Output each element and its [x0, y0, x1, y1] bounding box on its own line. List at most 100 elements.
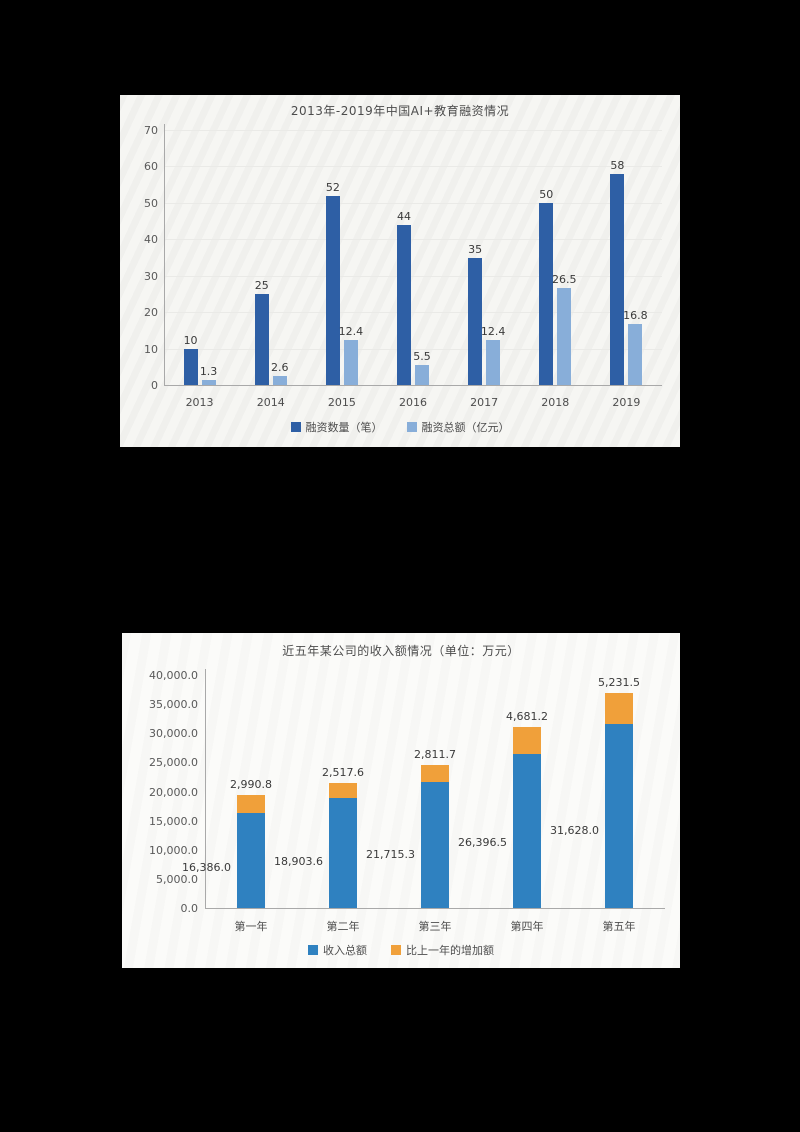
value-label: 16,386.0	[182, 860, 231, 874]
value-label: 2,517.6	[322, 766, 364, 780]
value-label: 21,715.3	[366, 847, 415, 861]
category-label: 2018	[541, 396, 570, 409]
y-tick-label: 20	[144, 306, 158, 320]
value-label: 10	[183, 333, 198, 347]
gridline	[164, 312, 662, 314]
value-label: 50	[539, 187, 554, 201]
y-tick-label: 50	[144, 196, 158, 210]
legend-swatch-revenue-total	[308, 945, 318, 955]
bar-第五年-increment	[605, 693, 633, 724]
bar-第二年-base	[329, 797, 357, 908]
legend-item-revenue-total: 收入总额	[308, 942, 367, 958]
value-label: 18,903.6	[274, 854, 323, 868]
y-tick-label: 40	[144, 233, 158, 247]
bar-2014-series1	[272, 375, 287, 385]
bar-2014-series0	[254, 293, 269, 385]
revenue-chart-legend: 收入总额 比上一年的增加额	[122, 942, 680, 958]
value-label: 58	[610, 158, 625, 172]
category-label: 第五年	[602, 920, 636, 933]
value-label: 12.4	[480, 324, 506, 338]
legend-item-financing-count: 融资数量（笔）	[290, 419, 383, 435]
value-label: 2,990.8	[230, 778, 272, 792]
bar-第一年-increment	[237, 795, 265, 813]
y-tick-label: 30,000.0	[149, 727, 198, 741]
y-tick-label: 5,000.0	[156, 872, 198, 886]
category-label: 2016	[399, 396, 427, 409]
category-label: 2014	[256, 396, 285, 409]
y-tick-label: 20,000.0	[149, 785, 198, 799]
legend-item-revenue-increase: 比上一年的增加额	[391, 942, 494, 958]
y-tick-label: 35,000.0	[149, 698, 198, 712]
bar-2017-series0	[468, 257, 483, 385]
value-label: 4,681.2	[506, 709, 548, 723]
bar-2017-series1	[486, 339, 501, 385]
value-label: 26.5	[552, 273, 577, 287]
x-axis-line	[205, 908, 665, 909]
category-label: 2015	[327, 396, 356, 409]
bar-第二年-increment	[329, 783, 357, 798]
value-label: 2,811.7	[414, 748, 456, 762]
revenue-chart-plot: 40,000.0 35,000.0 30,000.0 25,000.0 20,000.0…	[122, 633, 680, 968]
bar-2015-series1	[343, 339, 358, 385]
value-label: 12.4	[338, 324, 364, 338]
category-label: 第三年	[418, 920, 452, 933]
financing-chart-title: 2013年-2019年中国AI+教育融资情况	[290, 104, 510, 118]
legend-swatch-financing-amount	[406, 422, 417, 432]
revenue-chart-card: 近五年某公司的收入额情况（单位：万元） 40,000.0 35,000.0 30,0…	[122, 633, 680, 968]
y-tick-label: 25,000.0	[149, 756, 198, 770]
category-label: 2019	[612, 396, 641, 409]
value-label: 52	[325, 180, 340, 194]
gridline	[164, 202, 662, 204]
bar-第一年-base	[237, 812, 265, 908]
bar-第三年-increment	[421, 765, 449, 782]
bar-2018-series1	[557, 288, 572, 385]
legend-label-financing-count: 融资数量（笔）	[305, 421, 383, 434]
category-label: 第一年	[234, 920, 268, 933]
value-label: 44	[397, 209, 411, 223]
bar-2018-series0	[539, 202, 554, 385]
financing-chart-card: 2013年-2019年中国AI+教育融资情况 70 60 50 40 30 20 10 0 20…	[120, 95, 680, 447]
category-label: 第二年	[326, 920, 360, 933]
financing-chart-legend: 融资数量（笔） 融资总额（亿元）	[120, 419, 680, 435]
revenue-chart-title: 近五年某公司的收入额情况（单位：万元）	[282, 644, 520, 658]
x-axis-line	[164, 385, 662, 386]
bar-第五年-base	[605, 723, 633, 908]
bar-2019-series0	[610, 173, 625, 385]
y-tick-label: 0	[151, 379, 158, 392]
category-label: 2013	[185, 396, 214, 409]
bar-2013-series0	[183, 348, 198, 385]
y-tick-label: 60	[144, 160, 158, 174]
bar-第三年-base	[421, 781, 449, 908]
y-tick-label: 15,000.0	[149, 814, 198, 828]
bar-2019-series1	[628, 323, 643, 385]
bar-2013-series1	[201, 380, 216, 385]
value-label: 1.3	[199, 365, 218, 379]
y-tick-label: 30	[144, 269, 158, 283]
gridline	[164, 275, 662, 277]
value-label: 16.8	[623, 308, 648, 322]
y-tick-label: 70	[144, 124, 158, 137]
legend-item-financing-amount: 融资总额（亿元）	[406, 419, 510, 435]
gridline	[164, 239, 662, 241]
legend-label-revenue-increase: 比上一年的增加额	[406, 944, 494, 957]
bar-2015-series0	[325, 195, 340, 385]
category-label: 2017	[470, 396, 499, 409]
y-axis-line	[205, 669, 206, 908]
legend-label-revenue-total: 收入总额	[323, 944, 367, 957]
y-tick-label: 40,000.0	[149, 669, 198, 682]
gridline	[164, 130, 662, 131]
value-label: 2.6	[270, 360, 289, 374]
y-tick-label: 0.0	[180, 902, 199, 915]
value-label: 31,628.0	[550, 823, 599, 837]
y-tick-label: 10	[144, 342, 158, 356]
legend-label-financing-amount: 融资总额（亿元）	[421, 421, 510, 434]
y-tick-label: 10,000.0	[149, 843, 198, 857]
value-label: 5.5	[413, 349, 431, 363]
value-label: 35	[468, 242, 483, 256]
bar-第四年-base	[513, 754, 541, 908]
bar-第四年-increment	[513, 726, 541, 755]
value-label: 26,396.5	[458, 836, 507, 850]
bar-2016-series1	[415, 364, 429, 385]
category-label: 第四年	[510, 920, 544, 933]
gridline	[164, 348, 662, 350]
